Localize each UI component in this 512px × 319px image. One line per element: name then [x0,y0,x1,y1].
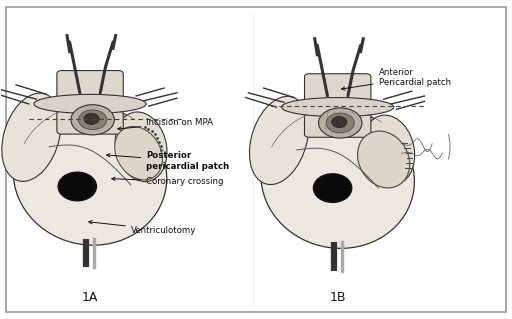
Ellipse shape [115,126,162,180]
FancyBboxPatch shape [305,74,371,137]
Text: 1B: 1B [329,291,346,304]
Ellipse shape [318,108,362,138]
Ellipse shape [34,94,146,114]
Text: Coronary crossing: Coronary crossing [112,177,224,186]
Ellipse shape [115,112,167,182]
Text: Anterior
Pericardial patch: Anterior Pericardial patch [342,68,451,90]
Ellipse shape [282,98,394,117]
Text: 1A: 1A [82,291,98,304]
Ellipse shape [58,172,96,201]
Ellipse shape [84,113,99,124]
Ellipse shape [249,96,309,185]
Text: Posterior
pericardial patch: Posterior pericardial patch [106,152,229,171]
Ellipse shape [261,109,414,249]
Ellipse shape [78,110,106,130]
FancyBboxPatch shape [57,70,123,134]
Ellipse shape [2,93,61,182]
Ellipse shape [313,174,352,202]
Ellipse shape [357,131,410,188]
Text: Incision on MPA: Incision on MPA [118,118,213,130]
Ellipse shape [326,113,354,133]
Ellipse shape [13,106,167,245]
Ellipse shape [332,116,347,128]
Ellipse shape [363,115,415,185]
Ellipse shape [71,105,114,135]
Text: Ventriculotomy: Ventriculotomy [89,220,196,234]
